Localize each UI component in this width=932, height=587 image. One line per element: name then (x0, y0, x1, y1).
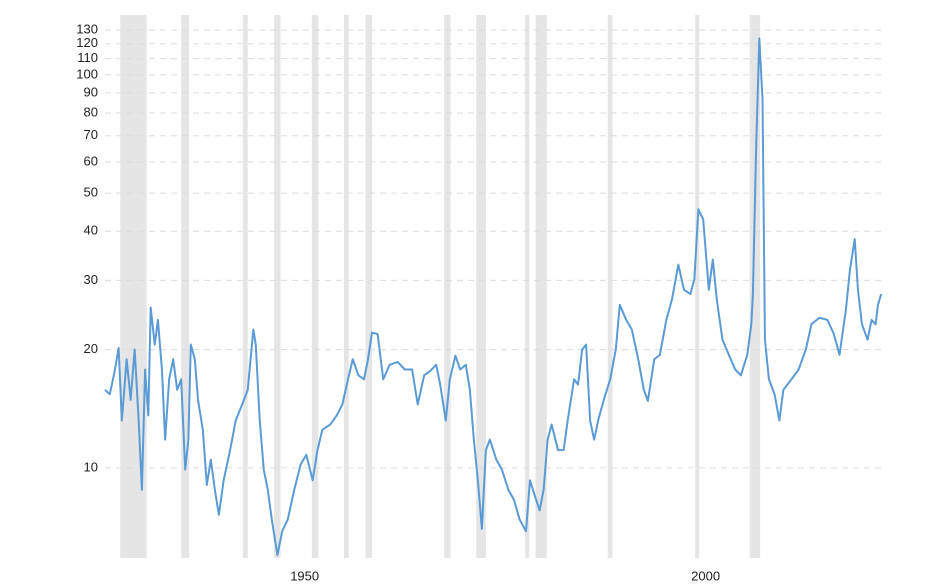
y-tick-label: 60 (84, 153, 98, 168)
y-tick-label: 30 (84, 272, 98, 287)
shaded-period (535, 15, 547, 558)
line-series (104, 37, 883, 557)
y-tick-label: 40 (84, 223, 98, 238)
y-tick-label: 130 (76, 22, 98, 37)
x-tick-label: 2000 (691, 568, 720, 583)
x-tick-label: 1950 (290, 568, 319, 583)
y-tick-label: 120 (76, 35, 98, 50)
shaded-period (607, 15, 613, 558)
shaded-period (343, 15, 349, 558)
shaded-period (242, 15, 248, 558)
shaded-period (365, 15, 373, 558)
shaded-period (749, 15, 761, 558)
shaded-period (444, 15, 451, 558)
y-tick-label: 80 (84, 104, 98, 119)
shaded-period (525, 15, 530, 558)
y-tick-label: 110 (77, 50, 98, 65)
y-tick-label: 10 (84, 459, 98, 474)
y-tick-label: 50 (84, 185, 98, 200)
shaded-period (311, 15, 319, 558)
y-tick-label: 100 (76, 66, 98, 81)
shaded-period (476, 15, 486, 558)
y-tick-label: 20 (84, 341, 98, 356)
shaded-period (274, 15, 281, 558)
y-tick-label: 70 (84, 127, 98, 142)
shaded-period (181, 15, 190, 558)
shaded-period (695, 15, 700, 558)
y-tick-label: 90 (84, 84, 98, 99)
